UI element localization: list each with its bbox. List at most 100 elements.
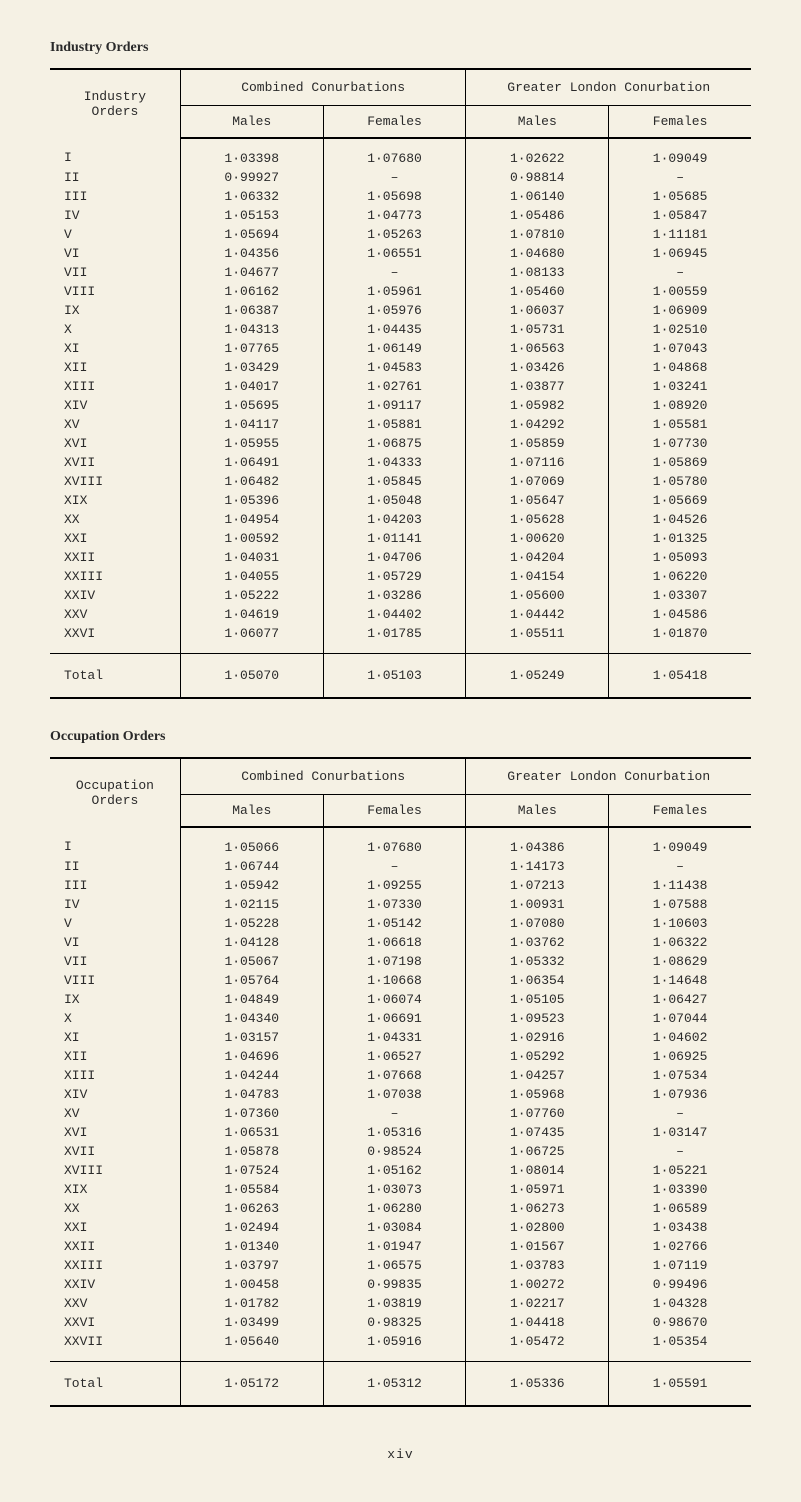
data-cell: 1·01947 xyxy=(323,1237,466,1256)
data-cell: 1·07588 xyxy=(609,895,751,914)
data-cell: 1·03877 xyxy=(466,377,609,396)
data-cell: 1·03438 xyxy=(609,1218,751,1237)
total-cell: 1·05249 xyxy=(466,654,609,699)
data-cell: – xyxy=(609,168,751,187)
data-cell: 1·09523 xyxy=(466,1009,609,1028)
data-cell: 1·05976 xyxy=(323,301,466,320)
data-cell: 1·01325 xyxy=(609,529,751,548)
data-cell: 1·07213 xyxy=(466,876,609,895)
row-label: XVI xyxy=(50,434,180,453)
data-cell: 1·00272 xyxy=(466,1275,609,1294)
row-label: VII xyxy=(50,263,180,282)
total-label: Total xyxy=(50,1362,180,1407)
data-cell: 1·04244 xyxy=(180,1066,323,1085)
data-cell: 1·06482 xyxy=(180,472,323,491)
total-cell: 1·05070 xyxy=(180,654,323,699)
row-label: XXIV xyxy=(50,1275,180,1294)
data-cell: 1·04868 xyxy=(609,358,751,377)
row-label: XV xyxy=(50,1104,180,1123)
data-cell: 1·07044 xyxy=(609,1009,751,1028)
data-cell: 1·07936 xyxy=(609,1085,751,1104)
data-cell: 1·05228 xyxy=(180,914,323,933)
table-row: XXII1·040311·047061·042041·05093 xyxy=(50,548,751,567)
table-row: III1·059421·092551·072131·11438 xyxy=(50,876,751,895)
table-row: XIII1·042441·076681·042571·07534 xyxy=(50,1066,751,1085)
data-cell: 1·05847 xyxy=(609,206,751,225)
row-label: X xyxy=(50,1009,180,1028)
table-row: IX1·063871·059761·060371·06909 xyxy=(50,301,751,320)
data-table: IndustryOrdersCombined ConurbationsGreat… xyxy=(50,68,751,699)
data-cell: 1·04442 xyxy=(466,605,609,624)
total-cell: 1·05312 xyxy=(323,1362,466,1407)
data-cell: 1·06263 xyxy=(180,1199,323,1218)
data-cell: 1·05584 xyxy=(180,1180,323,1199)
data-cell: 1·05780 xyxy=(609,472,751,491)
data-cell: 0·99835 xyxy=(323,1275,466,1294)
data-cell: 1·04418 xyxy=(466,1313,609,1332)
data-cell: 1·05221 xyxy=(609,1161,751,1180)
table-row: IV1·051531·047731·054861·05847 xyxy=(50,206,751,225)
row-label: I xyxy=(50,138,180,168)
row-header-cell: OccupationOrders xyxy=(50,758,180,827)
row-label: III xyxy=(50,187,180,206)
data-cell: 1·04055 xyxy=(180,567,323,586)
data-cell: 1·06527 xyxy=(323,1047,466,1066)
total-cell: 1·05591 xyxy=(609,1362,751,1407)
data-cell: 1·05955 xyxy=(180,434,323,453)
table-row: XIV1·047831·070381·059681·07936 xyxy=(50,1085,751,1104)
table-row: II1·06744–1·14173– xyxy=(50,857,751,876)
data-cell: 1·07043 xyxy=(609,339,751,358)
data-cell: 1·11438 xyxy=(609,876,751,895)
data-cell: 1·06589 xyxy=(609,1199,751,1218)
data-cell: 1·05628 xyxy=(466,510,609,529)
data-cell: 1·06551 xyxy=(323,244,466,263)
data-cell: 1·00931 xyxy=(466,895,609,914)
row-label: XX xyxy=(50,510,180,529)
data-cell: 1·05067 xyxy=(180,952,323,971)
data-cell: – xyxy=(609,1104,751,1123)
data-cell: 1·09117 xyxy=(323,396,466,415)
data-cell: 1·04356 xyxy=(180,244,323,263)
data-cell: 1·05695 xyxy=(180,396,323,415)
data-cell: 1·05845 xyxy=(323,472,466,491)
sub-header: Females xyxy=(323,795,466,828)
data-cell: 1·06909 xyxy=(609,301,751,320)
data-cell: 1·03429 xyxy=(180,358,323,377)
data-cell: 1·05764 xyxy=(180,971,323,990)
data-cell: 1·05263 xyxy=(323,225,466,244)
table-row: XVIII1·075241·051621·080141·05221 xyxy=(50,1161,751,1180)
row-label: XXIII xyxy=(50,1256,180,1275)
data-cell: 1·04602 xyxy=(609,1028,751,1047)
row-label: VIII xyxy=(50,282,180,301)
data-cell: 1·07765 xyxy=(180,339,323,358)
data-cell: 1·06691 xyxy=(323,1009,466,1028)
data-cell: 1·05581 xyxy=(609,415,751,434)
data-cell: 1·02115 xyxy=(180,895,323,914)
data-cell: 1·07668 xyxy=(323,1066,466,1085)
row-label: III xyxy=(50,876,180,895)
data-cell: 1·05472 xyxy=(466,1332,609,1362)
data-cell: 1·10668 xyxy=(323,971,466,990)
table-row: IV1·021151·073301·009311·07588 xyxy=(50,895,751,914)
data-cell: 1·03426 xyxy=(466,358,609,377)
row-label: II xyxy=(50,857,180,876)
data-table: OccupationOrdersCombined ConurbationsGre… xyxy=(50,757,751,1407)
group-header: Combined Conurbations xyxy=(180,69,466,106)
table-row: IX1·048491·060741·051051·06427 xyxy=(50,990,751,1009)
data-cell: 1·06531 xyxy=(180,1123,323,1142)
data-cell: 1·04849 xyxy=(180,990,323,1009)
data-cell: 1·04706 xyxy=(323,548,466,567)
sub-header: Females xyxy=(323,106,466,139)
table-row: V1·056941·052631·078101·11181 xyxy=(50,225,751,244)
data-cell: 1·04031 xyxy=(180,548,323,567)
data-cell: 0·98524 xyxy=(323,1142,466,1161)
table-row: I1·033981·076801·026221·09049 xyxy=(50,138,751,168)
data-cell: 1·05153 xyxy=(180,206,323,225)
total-row: Total1·050701·051031·052491·05418 xyxy=(50,654,751,699)
data-cell: 1·01141 xyxy=(323,529,466,548)
table-row: I1·050661·076801·043861·09049 xyxy=(50,827,751,857)
data-cell: 1·06280 xyxy=(323,1199,466,1218)
row-label: XXIV xyxy=(50,586,180,605)
total-cell: 1·05103 xyxy=(323,654,466,699)
data-cell: 1·05698 xyxy=(323,187,466,206)
